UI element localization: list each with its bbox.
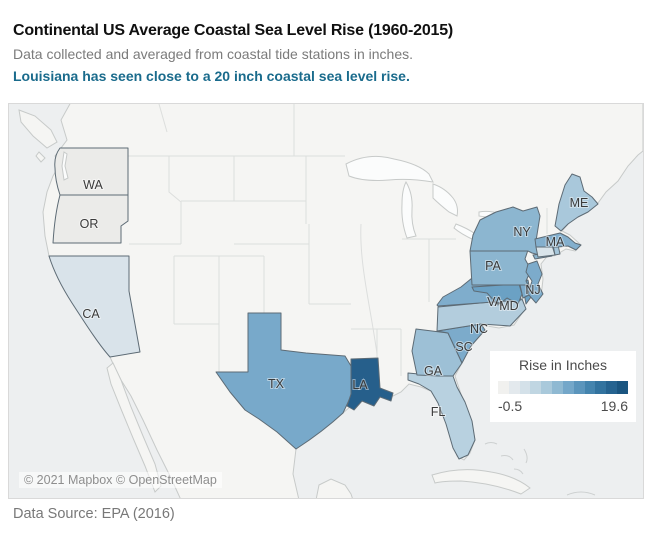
baja-peninsula xyxy=(106,362,162,493)
state-ma[interactable] xyxy=(534,232,582,251)
state-nj[interactable] xyxy=(525,260,544,304)
lake-huron xyxy=(432,183,458,217)
state-ca[interactable] xyxy=(48,255,141,358)
legend-max: 19.6 xyxy=(600,398,628,414)
legend-range: -0.5 19.6 xyxy=(498,398,628,414)
yucatan-peninsula xyxy=(315,478,353,498)
puget-sound xyxy=(61,151,69,181)
state-la[interactable] xyxy=(346,357,394,411)
legend-gradient xyxy=(498,381,628,394)
label-ca: CA xyxy=(82,307,100,321)
bahamas-outlines xyxy=(484,442,596,496)
map-canvas[interactable]: WA OR CA TX LA FL GA SC NC VA MD PA NJ N… xyxy=(8,103,644,499)
state-labels: WA OR CA TX LA FL GA SC NC VA MD PA NJ N… xyxy=(79,177,590,420)
label-tx: TX xyxy=(268,377,285,391)
state-fl[interactable] xyxy=(407,372,476,460)
state-ny[interactable] xyxy=(469,206,551,257)
label-fl: FL xyxy=(431,405,446,419)
vancouver-island xyxy=(18,109,58,149)
lake-michigan xyxy=(401,180,417,239)
header: Continental US Average Coastal Sea Level… xyxy=(13,22,637,84)
label-or: OR xyxy=(80,217,99,231)
state-nc[interactable] xyxy=(436,298,527,332)
label-md: MD xyxy=(499,299,518,313)
label-nj: NJ xyxy=(525,283,540,297)
cuba-island xyxy=(431,469,531,495)
label-pa: PA xyxy=(485,259,501,273)
label-nc: NC xyxy=(470,322,488,336)
lake-superior xyxy=(345,155,434,183)
state-or[interactable] xyxy=(52,194,129,244)
legend-title: Rise in Inches xyxy=(519,357,607,373)
legend-min: -0.5 xyxy=(498,398,523,414)
label-me: ME xyxy=(570,196,589,210)
label-ny: NY xyxy=(513,225,531,239)
map-attribution[interactable]: © 2021 Mapbox © OpenStreetMap xyxy=(19,472,222,488)
label-ga: GA xyxy=(424,364,443,378)
states-layer xyxy=(48,147,599,460)
state-wa[interactable] xyxy=(54,147,129,196)
label-sc: SC xyxy=(455,340,472,354)
coastal-islet xyxy=(35,151,46,163)
label-va: VA xyxy=(487,295,503,309)
label-wa: WA xyxy=(83,178,103,192)
label-ma: MA xyxy=(546,235,565,249)
state-md[interactable] xyxy=(471,283,523,306)
label-la: LA xyxy=(352,378,368,392)
page-title: Continental US Average Coastal Sea Level… xyxy=(13,22,454,39)
page-subtitle: Data collected and averaged from coastal… xyxy=(13,46,414,62)
color-legend: Rise in Inches -0.5 19.6 xyxy=(490,351,636,422)
state-me[interactable] xyxy=(554,173,599,232)
us-choropleth-map: WA OR CA TX LA FL GA SC NC VA MD PA NJ N… xyxy=(18,104,643,498)
state-tx[interactable] xyxy=(215,312,352,450)
callout: Louisiana has seen close to a 20 inch co… xyxy=(13,68,410,84)
data-source: Data Source: EPA (2016) xyxy=(13,506,175,522)
